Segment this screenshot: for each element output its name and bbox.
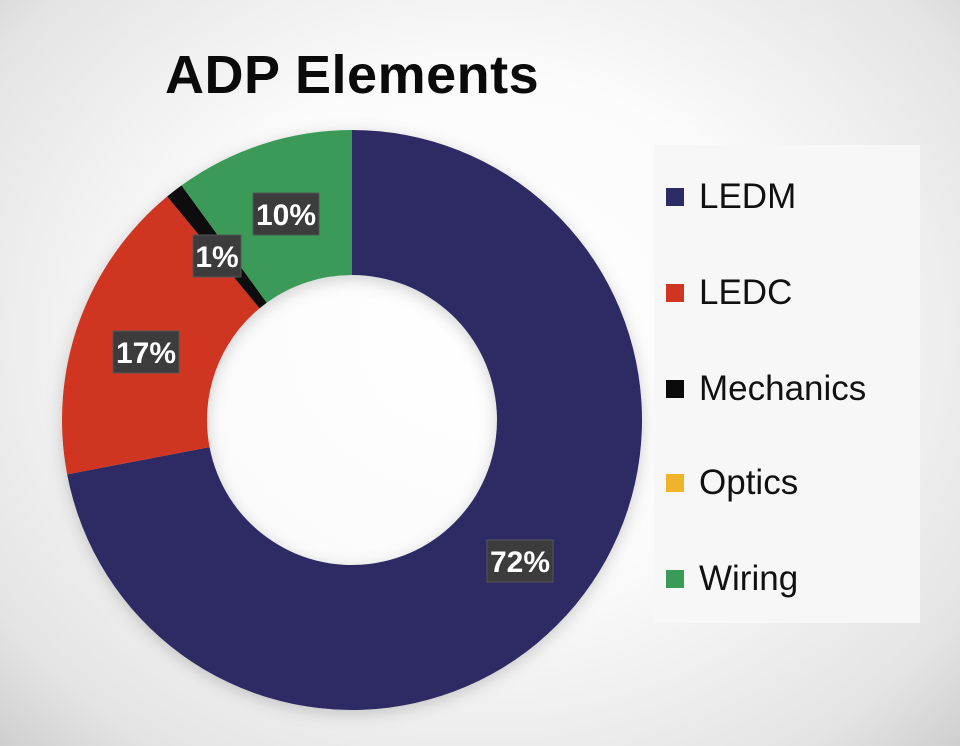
data-label-text: 17% (116, 337, 176, 370)
legend-label: Wiring (699, 559, 799, 598)
data-label-wiring: 10% (252, 192, 320, 236)
legend-label: LEDC (699, 273, 793, 312)
legend-label: Mechanics (699, 369, 867, 408)
legend-swatch (666, 474, 684, 492)
data-label-box (112, 330, 180, 374)
legend-label: Optics (699, 463, 799, 502)
data-label-ledc: 17% (112, 330, 180, 374)
data-label-text: 1% (195, 241, 238, 274)
legend-swatch (666, 188, 684, 206)
data-label-mechanics: 1% (192, 234, 242, 278)
legend-item-wiring: Wiring (666, 555, 798, 603)
data-label-text: 72% (490, 546, 550, 579)
legend-item-optics: Optics (666, 459, 798, 507)
legend-swatch (666, 380, 684, 398)
legend: LEDM LEDC Mechanics Optics Wiring (654, 145, 920, 623)
legend-item-ledm: LEDM (666, 173, 796, 221)
legend-label: LEDM (699, 177, 797, 216)
chart-title: ADP Elements (165, 45, 540, 105)
legend-item-ledc: LEDC (666, 269, 792, 317)
data-label-box (192, 234, 242, 278)
data-label-text: 10% (256, 199, 316, 232)
data-label-box (486, 539, 554, 583)
legend-swatch (666, 284, 684, 302)
legend-item-mechanics: Mechanics (666, 365, 866, 413)
data-label-box (252, 192, 320, 236)
legend-swatch (666, 570, 684, 588)
data-label-ledm: 72% (486, 539, 554, 583)
